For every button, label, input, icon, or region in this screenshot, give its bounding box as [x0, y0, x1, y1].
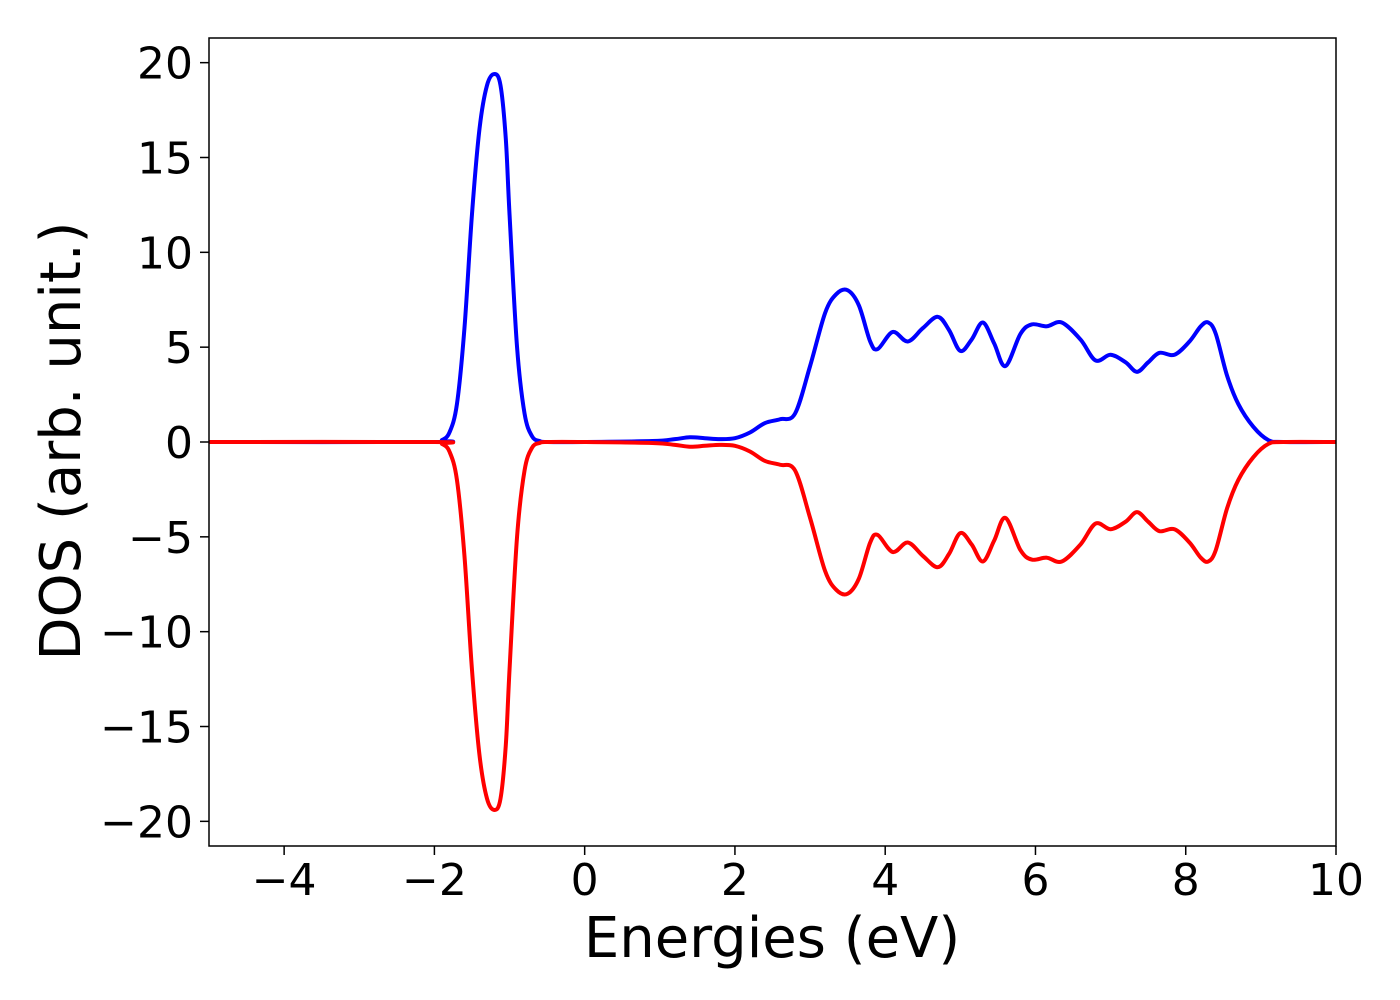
- y-tick-label: 0: [165, 418, 193, 469]
- y-tick-label: 5: [165, 323, 193, 374]
- series-layer: [209, 72, 1336, 812]
- series-line-1: [209, 439, 1336, 812]
- y-tick-label: 20: [137, 39, 193, 90]
- y-tick-label: −10: [100, 608, 193, 659]
- x-tick-label: 10: [1308, 855, 1364, 906]
- x-tick-label: 6: [1021, 855, 1049, 906]
- y-tick-label: −15: [100, 703, 193, 754]
- y-tick-label: 10: [137, 228, 193, 279]
- y-tick-label: −5: [128, 513, 193, 564]
- x-tick-label: −2: [402, 855, 467, 906]
- series-line-0: [209, 72, 1336, 445]
- x-tick-label: 0: [571, 855, 599, 906]
- x-tick-label: 4: [871, 855, 899, 906]
- x-tick-label: −4: [252, 855, 317, 906]
- x-tick-label: 8: [1172, 855, 1200, 906]
- y-axis-label: DOS (arb. unit.): [29, 221, 94, 660]
- y-tick-label: 15: [137, 133, 193, 184]
- x-tick-label: 2: [721, 855, 749, 906]
- y-tick-label: −20: [100, 797, 193, 848]
- x-axis-label: Energies (eV): [584, 906, 960, 971]
